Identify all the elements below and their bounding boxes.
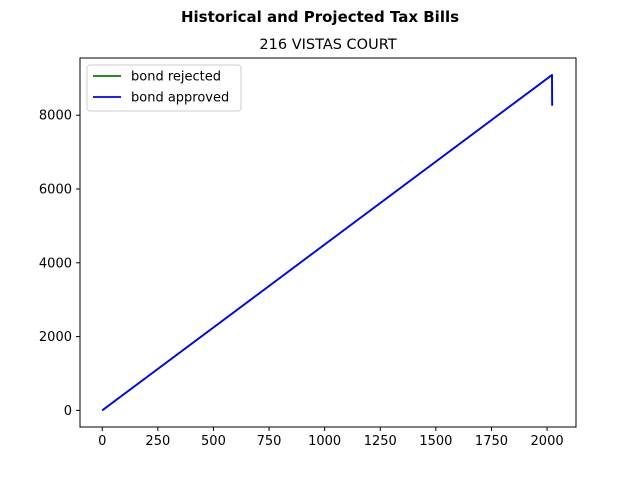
chart-title: 216 VISTAS COURT bbox=[259, 37, 396, 53]
y-tick-label: 6000 bbox=[39, 182, 72, 197]
x-tick-label: 1000 bbox=[308, 434, 341, 449]
x-tick-label: 0 bbox=[98, 434, 106, 449]
chart-suptitle: Historical and Projected Tax Bills bbox=[181, 8, 459, 26]
y-tick-label: 2000 bbox=[39, 330, 72, 345]
x-tick-label: 1250 bbox=[364, 434, 397, 449]
legend-label-bond-approved: bond approved bbox=[131, 91, 229, 106]
x-tick-label: 1750 bbox=[475, 434, 508, 449]
legend: bond rejected bond approved bbox=[86, 64, 242, 112]
y-tick-label: 0 bbox=[64, 404, 72, 419]
x-tick-label: 500 bbox=[201, 434, 226, 449]
x-tick-label: 1500 bbox=[419, 434, 452, 449]
x-tick-label: 250 bbox=[145, 434, 170, 449]
series-line-bond-approved bbox=[101, 74, 554, 412]
plot-frame bbox=[79, 57, 577, 428]
y-tick-label: 8000 bbox=[39, 109, 72, 124]
y-tick-label: 4000 bbox=[39, 256, 72, 271]
x-tick-label: 2000 bbox=[531, 434, 564, 449]
legend-label-bond-rejected: bond rejected bbox=[131, 70, 221, 85]
x-tick-label: 750 bbox=[257, 434, 282, 449]
plot-area: 0 250 500 750 1000 1250 1500 1750 2000 0 2000 4000 6… bbox=[39, 74, 564, 449]
legend-box bbox=[86, 64, 242, 112]
